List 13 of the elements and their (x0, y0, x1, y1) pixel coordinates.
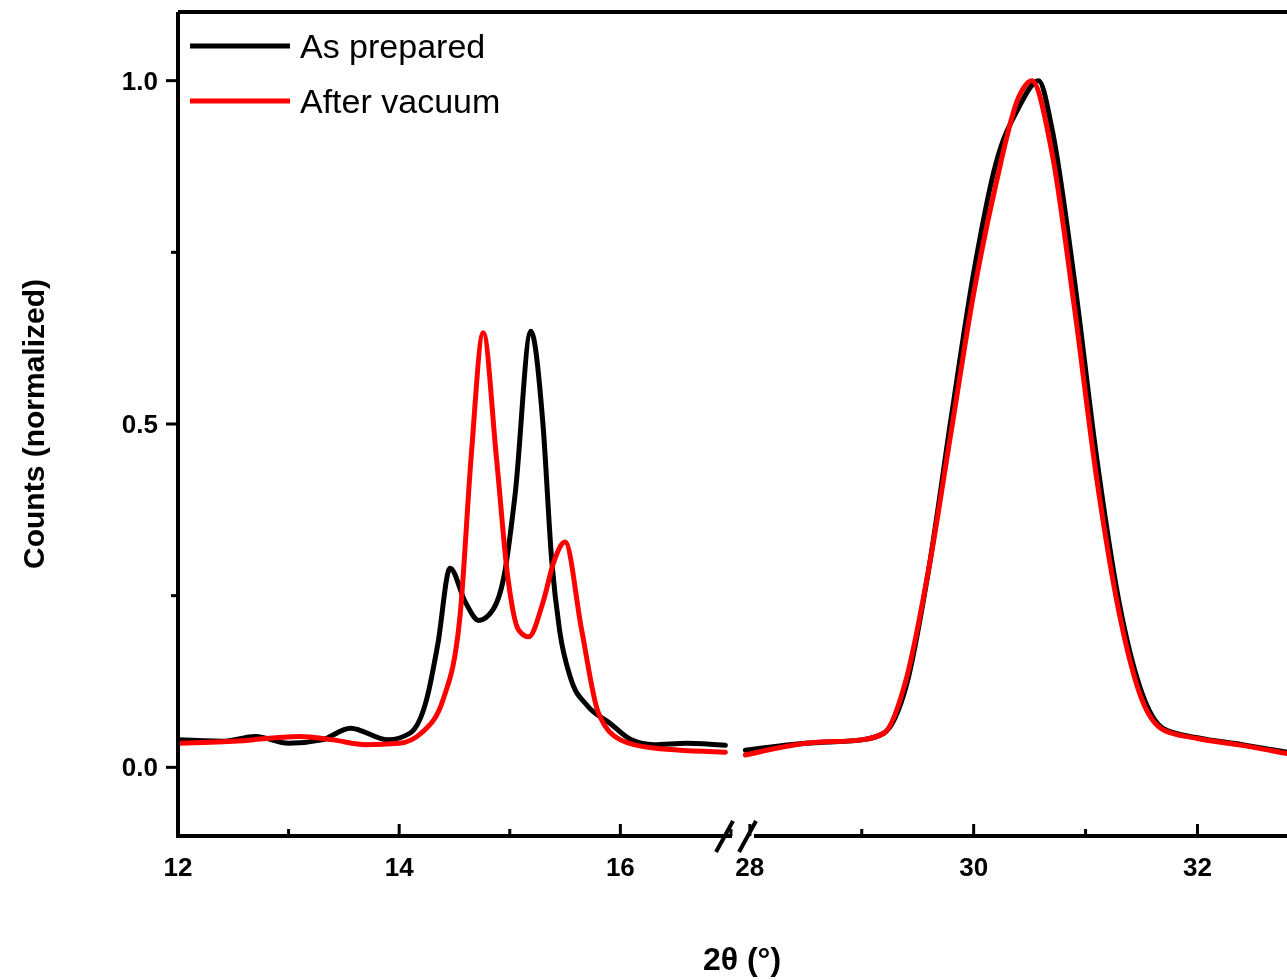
y-tick-label: 0.5 (121, 409, 158, 439)
y-axis-title: Counts (normalized) (17, 279, 50, 569)
x-tick-label: 32 (1183, 852, 1212, 882)
y-tick-label: 0.0 (121, 752, 158, 783)
y-tick-label: 1.0 (121, 65, 158, 96)
legend-label: As prepared (300, 27, 486, 65)
x-tick-label: 30 (959, 852, 989, 882)
x-tick-label: 16 (605, 852, 635, 882)
x-axis-title: 2θ (°) (702, 941, 782, 977)
x-tick-label: 14 (384, 852, 415, 882)
x-tick-label: 28 (735, 852, 765, 882)
legend-label: After vacuum (300, 82, 501, 120)
x-tick-label: 12 (163, 852, 193, 882)
